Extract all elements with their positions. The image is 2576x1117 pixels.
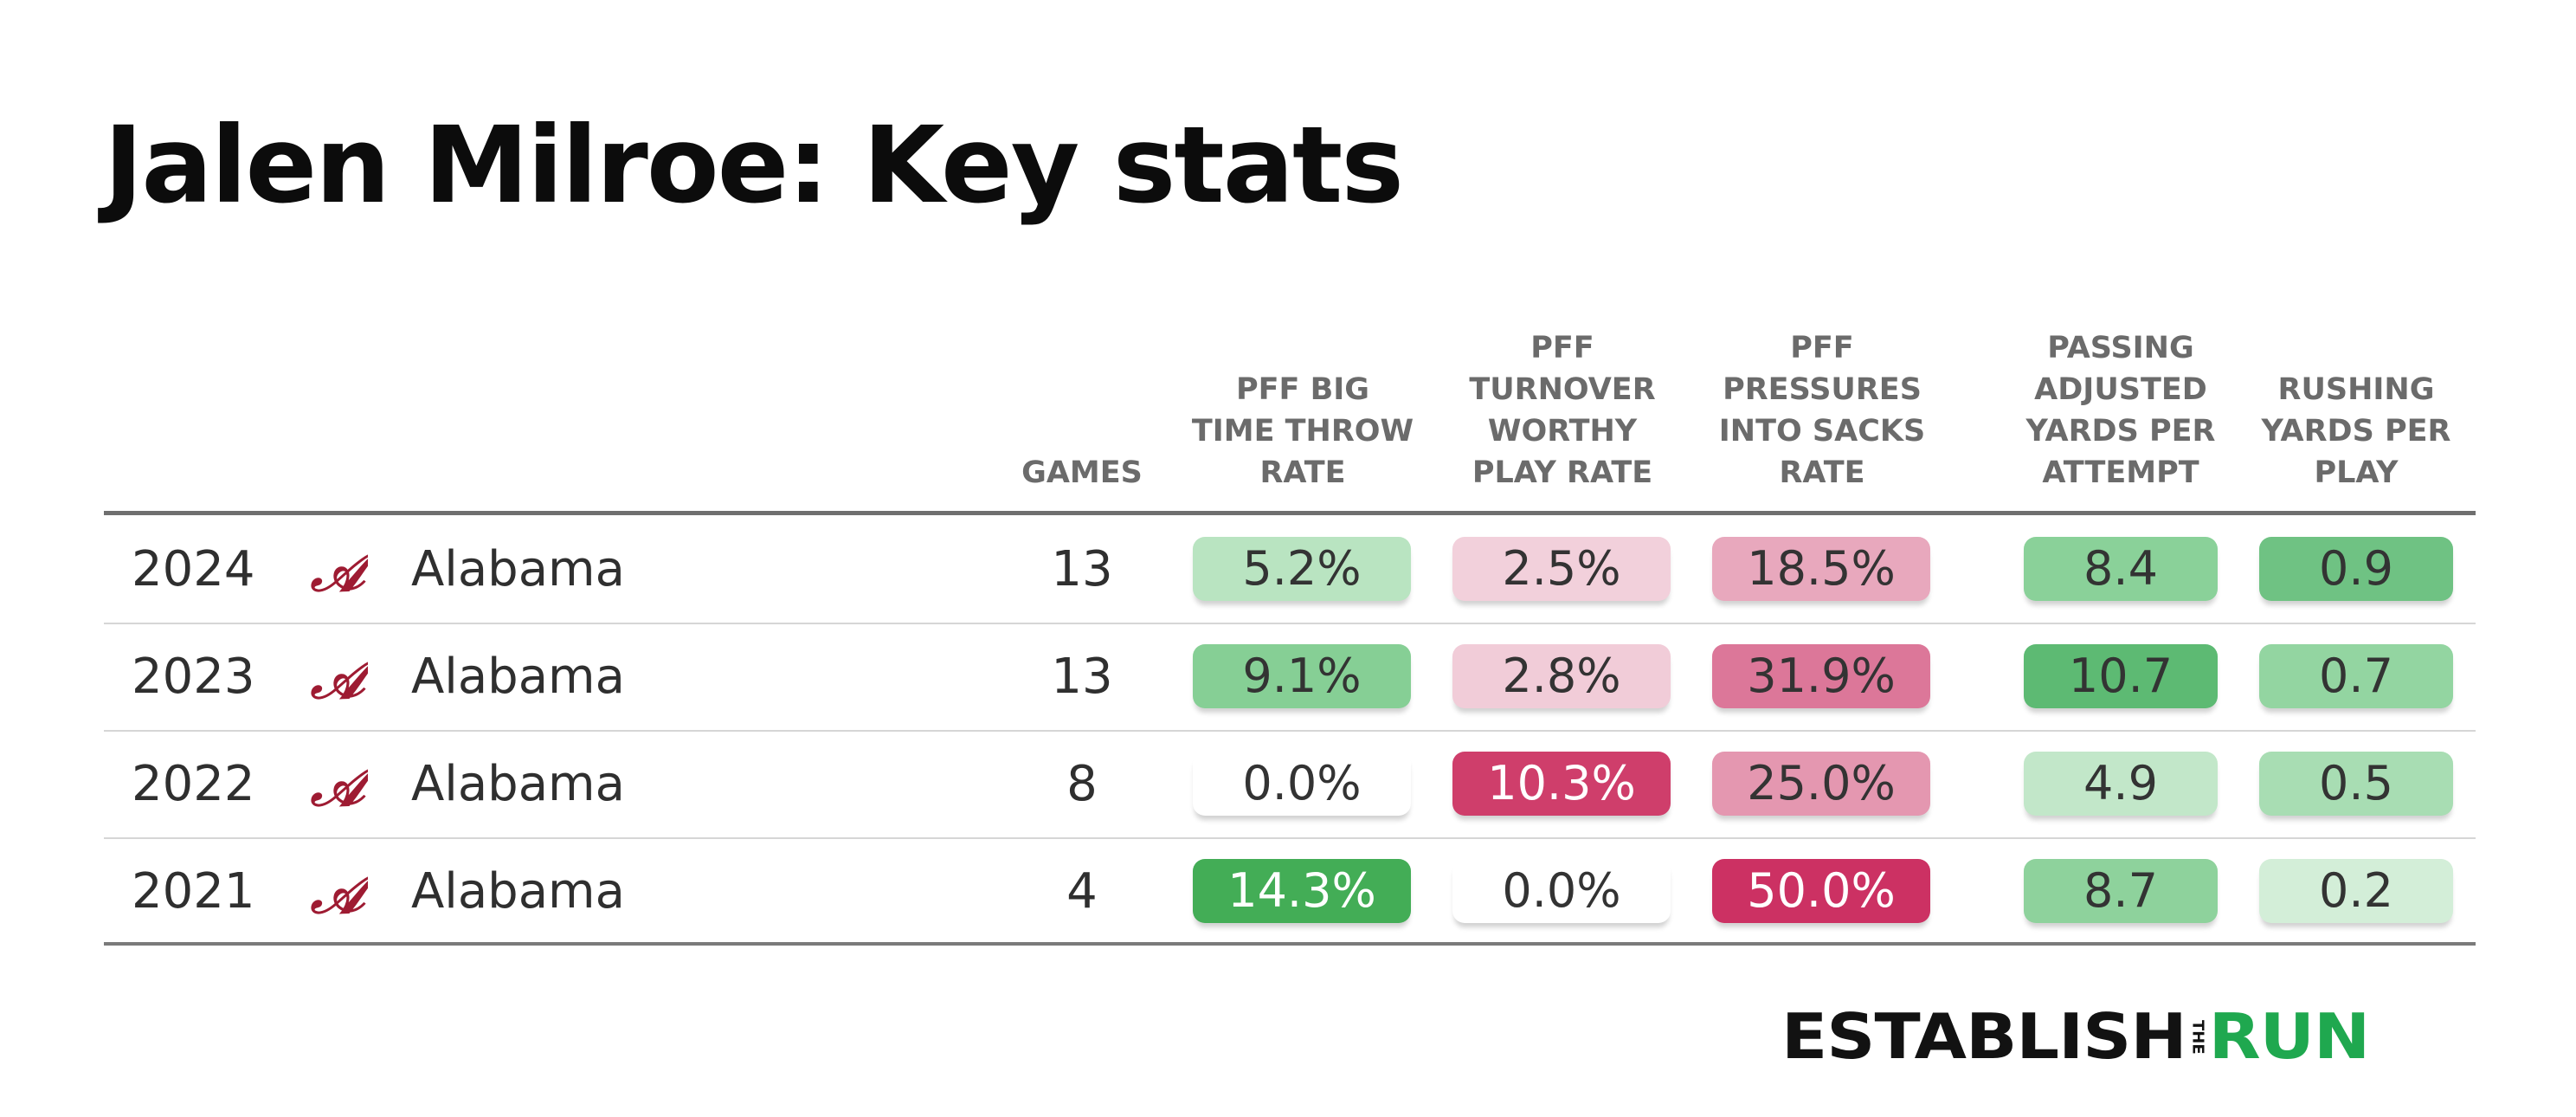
cell-passing-adjusted-ypa: 10.7 xyxy=(2024,644,2218,708)
games-cell: 4 xyxy=(1066,863,1098,920)
season-cell: 2024 xyxy=(132,541,255,597)
cell-passing-adjusted-ypa: 8.4 xyxy=(2024,537,2218,601)
page-title: Jalen Milroe: Key stats xyxy=(104,104,1404,227)
cell-big-time-throw-rate: 5.2% xyxy=(1193,537,1411,601)
brand-run: RUN xyxy=(2208,1001,2371,1074)
alabama-a-glyph: 𝒜 xyxy=(310,755,368,816)
alabama-a-glyph: 𝒜 xyxy=(310,540,368,601)
cell-passing-adjusted-ypa: 4.9 xyxy=(2024,752,2218,816)
games-cell: 8 xyxy=(1066,756,1098,812)
cell-rushing-yards-per-play: 0.5 xyxy=(2259,752,2453,816)
team-cell: Alabama xyxy=(411,756,625,812)
brand-the: THE xyxy=(2188,1020,2207,1055)
season-cell: 2023 xyxy=(132,649,255,705)
cell-turnover-worthy-play-rate: 10.3% xyxy=(1452,752,1671,816)
team-cell: Alabama xyxy=(411,863,625,920)
alabama-script-a-icon: 𝒜 xyxy=(310,862,368,923)
season-cell: 2021 xyxy=(132,863,255,920)
table-row: 2022 𝒜 Alabama 8 0.0% 10.3% 25.0% 4.9 0.5 xyxy=(0,731,2576,838)
row-divider xyxy=(104,837,2476,839)
cell-pressures-into-sacks-rate: 25.0% xyxy=(1712,752,1930,816)
cell-pressures-into-sacks-rate: 18.5% xyxy=(1712,537,1930,601)
table-row: 2024 𝒜 Alabama 13 5.2% 2.5% 18.5% 8.4 0.9 xyxy=(0,516,2576,623)
cell-turnover-worthy-play-rate: 0.0% xyxy=(1452,859,1671,923)
alabama-a-glyph: 𝒜 xyxy=(310,862,368,923)
header-games-text: GAMES xyxy=(1021,455,1143,490)
header-games: GAMES xyxy=(1013,320,1151,494)
alabama-script-a-icon: 𝒜 xyxy=(310,540,368,601)
cell-pressures-into-sacks-rate: 50.0% xyxy=(1712,859,1930,923)
header-turnover-worthy-play-rate: PFF TURNOVER WORTHY PLAY RATE xyxy=(1469,331,1656,490)
games-cell: 13 xyxy=(1051,541,1113,597)
cell-turnover-worthy-play-rate: 2.5% xyxy=(1452,537,1671,601)
cell-big-time-throw-rate: 0.0% xyxy=(1193,752,1411,816)
brand-establish: ESTABLISH xyxy=(1781,1001,2187,1074)
cell-rushing-yards-per-play: 0.2 xyxy=(2259,859,2453,923)
season-cell: 2022 xyxy=(132,756,255,812)
cell-rushing-yards-per-play: 0.9 xyxy=(2259,537,2453,601)
header-passing-adjusted-yards-per-attempt: PASSING ADJUSTED YARDS PER ATTEMPT xyxy=(2025,331,2216,490)
table-row: 2023 𝒜 Alabama 13 9.1% 2.8% 31.9% 10.7 0.7 xyxy=(0,623,2576,731)
alabama-script-a-icon: 𝒜 xyxy=(310,755,368,816)
table-row: 2021 𝒜 Alabama 4 14.3% 0.0% 50.0% 8.7 0.2 xyxy=(0,838,2576,946)
row-divider xyxy=(104,730,2476,732)
header-rushing-yards-per-play: RUSHING YARDS PER PLAY xyxy=(2261,372,2451,490)
team-cell: Alabama xyxy=(411,649,625,705)
row-divider xyxy=(104,623,2476,624)
alabama-a-glyph: 𝒜 xyxy=(310,648,368,708)
cell-passing-adjusted-ypa: 8.7 xyxy=(2024,859,2218,923)
header-pressures-into-sacks-rate: PFF PRESSURES INTO SACKS RATE xyxy=(1718,331,1926,490)
table-bottom-rule xyxy=(104,942,2476,946)
alabama-script-a-icon: 𝒜 xyxy=(310,648,368,708)
cell-pressures-into-sacks-rate: 31.9% xyxy=(1712,644,1930,708)
header-big-time-throw-rate: PFF BIG TIME THROW RATE xyxy=(1191,372,1414,490)
establish-the-run-logo: ESTABLISH THE RUN xyxy=(1781,1001,2371,1074)
cell-rushing-yards-per-play: 0.7 xyxy=(2259,644,2453,708)
table-header-rule xyxy=(104,511,2476,515)
team-cell: Alabama xyxy=(411,541,625,597)
cell-big-time-throw-rate: 9.1% xyxy=(1193,644,1411,708)
cell-turnover-worthy-play-rate: 2.8% xyxy=(1452,644,1671,708)
cell-big-time-throw-rate: 14.3% xyxy=(1193,859,1411,923)
games-cell: 13 xyxy=(1051,649,1113,705)
